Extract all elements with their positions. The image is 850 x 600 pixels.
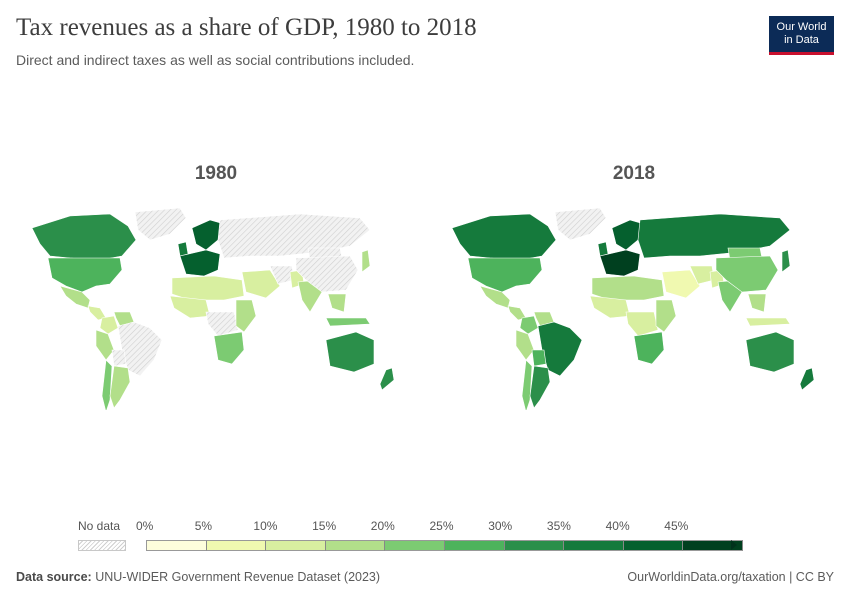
region-indonesia[interactable]	[745, 317, 791, 327]
region-n-africa[interactable]	[591, 275, 665, 301]
region-central-africa[interactable]	[205, 311, 239, 337]
data-source: Data source: UNU-WIDER Government Revenu…	[16, 570, 380, 584]
region-chile[interactable]	[521, 359, 533, 410]
chart-subtitle: Direct and indirect taxes as well as soc…	[16, 52, 415, 68]
legend-tick-label: 10%	[253, 519, 278, 533]
region-se-asia[interactable]	[327, 293, 347, 313]
footer-link[interactable]: OurWorldinData.org/taxation | CC BY	[627, 570, 834, 584]
region-ussr[interactable]	[217, 213, 371, 259]
chart-title: Tax revenues as a share of GDP, 1980 to …	[16, 14, 477, 41]
region-ussr[interactable]	[637, 213, 791, 259]
region-central-africa[interactable]	[625, 311, 659, 337]
legend-tick-label: 0%	[136, 519, 154, 533]
region-usa[interactable]	[47, 257, 123, 293]
legend-bin	[325, 540, 386, 551]
logo-line2: in Data	[784, 34, 819, 46]
legend-color-scale	[146, 540, 743, 551]
legend-no-data-label: No data	[78, 519, 121, 533]
region-chile[interactable]	[101, 359, 113, 410]
region-china[interactable]	[295, 255, 359, 293]
region-w-europe[interactable]	[599, 249, 641, 277]
region-e-africa[interactable]	[235, 299, 257, 333]
region-colombia[interactable]	[99, 315, 119, 335]
region-mexico[interactable]	[59, 285, 91, 309]
region-australia[interactable]	[325, 331, 375, 373]
region-indonesia[interactable]	[325, 317, 371, 327]
region-australia[interactable]	[745, 331, 795, 373]
owid-logo[interactable]: Our World in Data	[769, 16, 834, 55]
legend-no-data-swatch	[78, 540, 126, 551]
map-title-2018: 2018	[612, 163, 656, 184]
legend-bin	[146, 540, 207, 551]
region-bolivia[interactable]	[111, 349, 127, 367]
legend-bin	[206, 540, 267, 551]
region-new-zealand[interactable]	[379, 367, 395, 391]
region-japan[interactable]	[361, 249, 371, 273]
region-argentina[interactable]	[529, 365, 551, 409]
legend-bin	[683, 540, 743, 551]
region-w-africa[interactable]	[589, 295, 631, 319]
world-map-1980[interactable]	[10, 200, 410, 410]
color-legend: No data 0% 5% 10% 15% 20% 25% 30% 35% 40% 45%	[0, 515, 850, 555]
region-w-africa[interactable]	[169, 295, 211, 319]
legend-tick-label: 25%	[429, 519, 454, 533]
map-title-1980: 1980	[194, 163, 238, 184]
region-middle-east[interactable]	[241, 269, 281, 299]
region-greenland[interactable]	[554, 207, 607, 241]
legend-tick-label: 15%	[312, 519, 337, 533]
legend-bin	[564, 540, 624, 551]
region-china[interactable]	[715, 255, 779, 293]
logo-line1: Our World	[776, 21, 827, 33]
region-middle-east[interactable]	[661, 269, 701, 299]
data-source-text: UNU-WIDER Government Revenue Dataset (20…	[95, 570, 381, 584]
legend-tick-label: 30%	[488, 519, 513, 533]
legend-arrow	[731, 540, 737, 550]
legend-bin	[385, 540, 445, 551]
data-source-label: Data source:	[16, 570, 92, 584]
region-greenland[interactable]	[134, 207, 187, 241]
region-new-zealand[interactable]	[799, 367, 815, 391]
region-japan[interactable]	[781, 249, 791, 273]
region-peru[interactable]	[95, 329, 115, 361]
region-usa[interactable]	[467, 257, 543, 293]
region-argentina[interactable]	[109, 365, 131, 409]
region-n-africa[interactable]	[171, 275, 245, 301]
region-bolivia[interactable]	[531, 349, 547, 367]
region-se-asia[interactable]	[747, 293, 767, 313]
legend-tick-label: 35%	[546, 519, 571, 533]
region-canada[interactable]	[31, 213, 137, 261]
region-uk[interactable]	[177, 241, 189, 257]
region-southern-africa[interactable]	[633, 331, 665, 365]
legend-bin	[623, 540, 684, 551]
legend-bin	[504, 540, 565, 551]
region-mexico[interactable]	[479, 285, 511, 309]
legend-tick-label: 40%	[605, 519, 630, 533]
legend-tick-label: 5%	[194, 519, 213, 533]
region-w-europe[interactable]	[179, 249, 221, 277]
region-peru[interactable]	[515, 329, 535, 361]
region-southern-africa[interactable]	[213, 331, 245, 365]
legend-bin	[266, 540, 326, 551]
region-uk[interactable]	[597, 241, 609, 257]
legend-tick-label: 20%	[370, 519, 395, 533]
legend-bin	[444, 540, 505, 551]
region-e-africa[interactable]	[655, 299, 677, 333]
region-colombia[interactable]	[519, 315, 539, 335]
legend-tick-label: 45%	[664, 519, 689, 533]
region-canada[interactable]	[451, 213, 557, 261]
world-map-2018[interactable]	[430, 200, 830, 410]
